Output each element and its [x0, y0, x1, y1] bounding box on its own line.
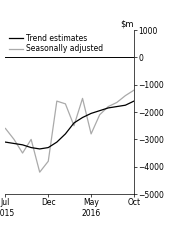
Text: $m: $m [120, 19, 134, 28]
Legend: Trend estimates, Seasonally adjusted: Trend estimates, Seasonally adjusted [9, 34, 103, 53]
